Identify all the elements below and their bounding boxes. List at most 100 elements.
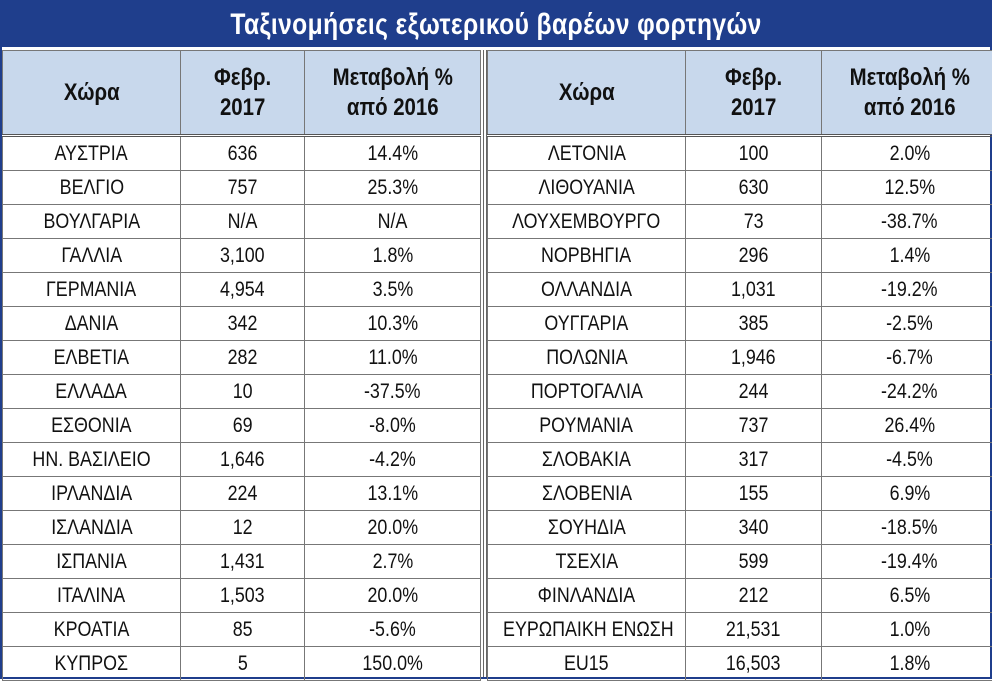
- country-cell: EU15: [488, 647, 686, 681]
- change-cell-value: -24.2%: [881, 380, 938, 404]
- change-cell-value: 2.7%: [372, 550, 413, 574]
- change-cell: 13.1%: [305, 477, 481, 511]
- change-cell-value: -6.7%: [886, 346, 933, 370]
- header-change-line2: από 2016: [332, 93, 452, 123]
- table-row: ΣΛΟΒΑΚΙΑ 317-4.5%: [488, 443, 992, 477]
- change-cell-value: 1.8%: [889, 652, 930, 676]
- country-cell-value: ΕΥΡΩΠΑΙΚΗ ΕΝΩΣΗ: [503, 618, 674, 642]
- country-cell-value: ΕΛΛΑΔΑ: [56, 380, 127, 404]
- feb-2017-cell-value: 1,503: [220, 584, 265, 608]
- country-cell-value: ΔΑΝΙΑ: [65, 312, 119, 336]
- feb-2017-cell-value: 1,946: [731, 346, 776, 370]
- feb-2017-cell: 342: [181, 307, 305, 341]
- feb-2017-cell: N/A: [181, 205, 305, 239]
- country-cell-value: ΙΡΛΑΝΔΙΑ: [51, 482, 132, 506]
- change-cell: 1.4%: [822, 239, 992, 273]
- feb-2017-cell-value: 599: [739, 550, 769, 574]
- feb-2017-cell-value: 21,531: [726, 618, 781, 642]
- change-cell: -6.7%: [822, 341, 992, 375]
- country-cell-value: ΟΥΓΓΑΡΙΑ: [545, 312, 629, 336]
- country-cell: ΟΥΓΓΑΡΙΑ: [488, 307, 686, 341]
- feb-2017-cell-value: 224: [228, 482, 258, 506]
- country-cell-value: ΕΛΒΕΤΙΑ: [54, 346, 129, 370]
- country-cell: ΙΡΛΑΝΔΙΑ: [3, 477, 181, 511]
- change-cell-value: 6.9%: [889, 482, 930, 506]
- change-cell: 25.3%: [305, 171, 481, 205]
- table-row: ΗΝ. ΒΑΣΙΛΕΙΟ 1,646 -4.2%: [3, 443, 481, 477]
- country-cell: ΛΟΥΧΕΜΒΟΥΡΓΟ: [488, 205, 686, 239]
- feb-2017-cell-value: 630: [739, 176, 769, 200]
- feb-2017-cell-value: 737: [739, 414, 769, 438]
- country-cell-value: ΓΑΛΛΙΑ: [61, 244, 122, 268]
- header-country-label: Χώρα: [559, 78, 615, 108]
- change-cell: 11.0%: [305, 341, 481, 375]
- feb-2017-cell: 100: [686, 136, 822, 171]
- change-cell-value: 6.5%: [889, 584, 930, 608]
- change-cell: 12.5%: [822, 171, 992, 205]
- feb-2017-cell: 1,946: [686, 341, 822, 375]
- country-cell-value: ΣΛΟΒΑΚΙΑ: [542, 448, 631, 472]
- country-cell: ΙΣΠΑΝΙΑ: [3, 545, 181, 579]
- change-cell: -8.0%: [305, 409, 481, 443]
- feb-2017-cell: 737: [686, 409, 822, 443]
- feb-2017-cell: 317: [686, 443, 822, 477]
- country-cell: ΦΙΝΛΑΝΔΙΑ: [488, 579, 686, 613]
- feb-2017-cell: 155: [686, 477, 822, 511]
- country-cell-value: ΒΟΥΛΓΑΡΙΑ: [43, 210, 140, 234]
- country-cell: ΔΑΝΙΑ: [3, 307, 181, 341]
- feb-2017-cell: 21,531: [686, 613, 822, 647]
- country-cell: ΠΟΛΩΝΙΑ: [488, 341, 686, 375]
- change-cell: 20.0%: [305, 579, 481, 613]
- feb-2017-cell: 85: [181, 613, 305, 647]
- feb-2017-cell-value: 73: [744, 210, 764, 234]
- country-cell: ΣΟΥΗΔΙΑ: [488, 511, 686, 545]
- country-cell: ΙΣΛΑΝΔΙΑ: [3, 511, 181, 545]
- country-cell: ΓΑΛΛΙΑ: [3, 239, 181, 273]
- country-cell-value: ΝΟΡΒΗΓΙΑ: [541, 244, 631, 268]
- country-cell-value: ΚΡΟΑΤΙΑ: [54, 618, 130, 642]
- header-change-line1: Μεταβολή %: [849, 63, 969, 93]
- change-cell-value: -8.0%: [369, 414, 416, 438]
- change-cell-value: -4.2%: [369, 448, 416, 472]
- change-cell: -24.2%: [822, 375, 992, 409]
- country-cell: ΕΥΡΩΠΑΙΚΗ ΕΝΩΣΗ: [488, 613, 686, 647]
- feb-2017-cell: 636: [181, 136, 305, 171]
- change-cell: 2.0%: [822, 136, 992, 171]
- country-cell-value: ΕΣΘΟΝΙΑ: [51, 414, 131, 438]
- change-cell-value: 20.0%: [367, 516, 418, 540]
- change-cell-value: -38.7%: [881, 210, 938, 234]
- change-cell: -18.5%: [822, 511, 992, 545]
- change-cell-value: 10.3%: [367, 312, 418, 336]
- country-cell-value: ΛΕΤΟΝΙΑ: [547, 142, 625, 166]
- feb-2017-cell: 1,646: [181, 443, 305, 477]
- country-cell: ΕΛΛΑΔΑ: [3, 375, 181, 409]
- country-cell: ΠΟΡΤΟΓΑΛΙΑ: [488, 375, 686, 409]
- header-country: Χώρα: [3, 51, 181, 136]
- country-cell-value: ΒΕΛΓΙΟ: [59, 176, 123, 200]
- country-cell-value: ΡΟΥΜΑΝΙΑ: [540, 414, 634, 438]
- country-cell-value: ΣΛΟΒΕΝΙΑ: [541, 482, 631, 506]
- feb-2017-cell: 12: [181, 511, 305, 545]
- table-row: ΣΟΥΗΔΙΑ 340 -18.5%: [488, 511, 992, 545]
- change-cell: -4.5%: [822, 443, 992, 477]
- header-feb-2017: Φεβρ. 2017: [686, 51, 822, 136]
- feb-2017-cell-value: 340: [739, 516, 769, 540]
- country-cell-value: ΟΛΛΑΝΔΙΑ: [541, 278, 632, 302]
- country-cell: ΛΕΤΟΝΙΑ: [488, 136, 686, 171]
- feb-2017-cell: 3,100: [181, 239, 305, 273]
- country-cell: ΒΟΥΛΓΑΡΙΑ: [3, 205, 181, 239]
- header-feb-line1: Φεβρ.: [214, 63, 271, 93]
- country-cell: ΚΡΟΑΤΙΑ: [3, 613, 181, 647]
- feb-2017-cell-value: 212: [739, 584, 769, 608]
- country-cell-value: ΗΝ. ΒΑΣΙΛΕΙΟ: [32, 448, 150, 472]
- change-cell: -37.5%: [305, 375, 481, 409]
- country-cell-value: EU15: [564, 652, 609, 676]
- header-feb-2017: Φεβρ. 2017: [181, 51, 305, 136]
